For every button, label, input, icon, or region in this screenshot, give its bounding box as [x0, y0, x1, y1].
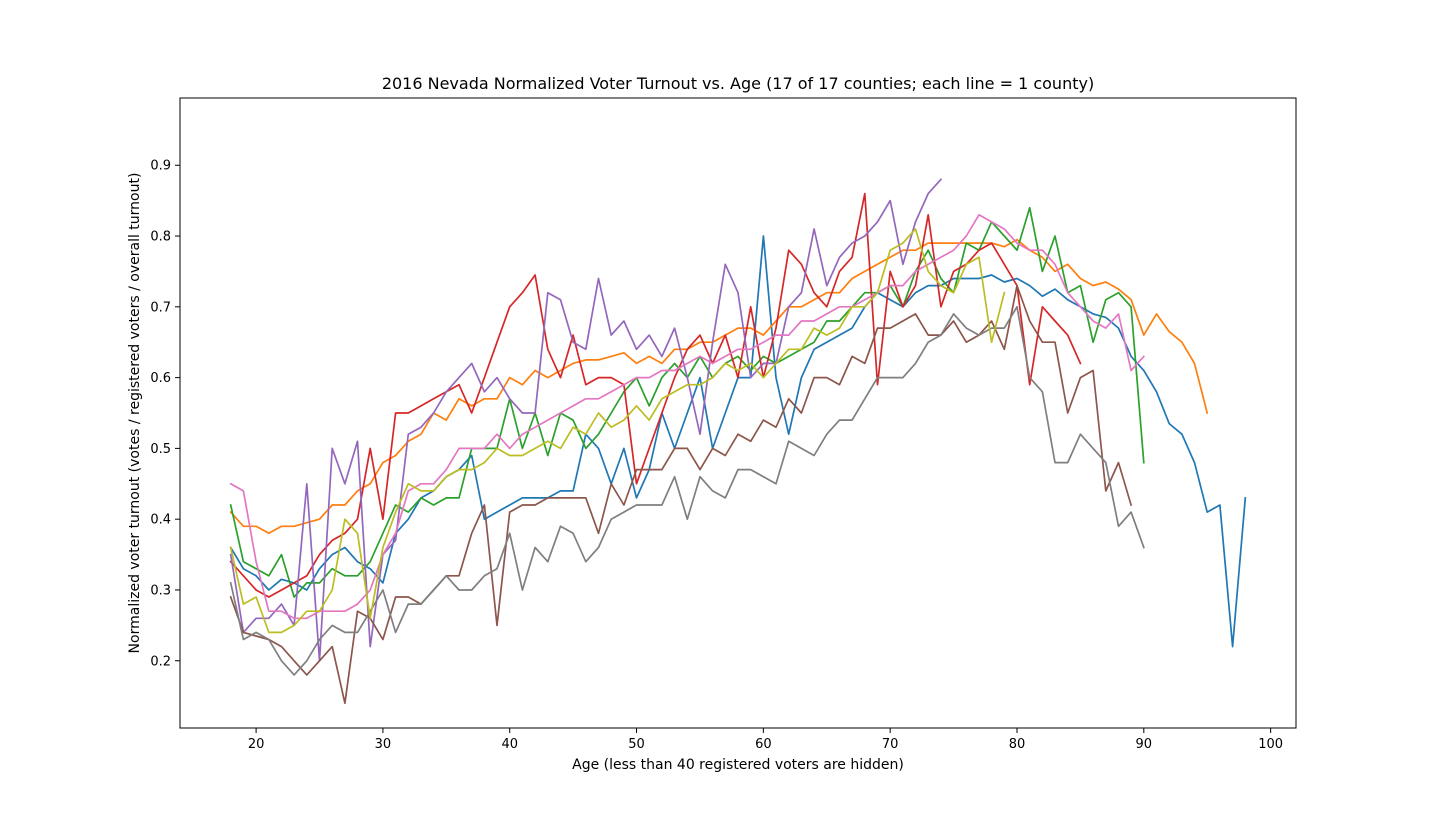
series-line-county-7 — [229, 213, 1146, 620]
y-tick-label: 0.8 — [150, 230, 171, 245]
chart-title: 2016 Nevada Normalized Voter Turnout vs.… — [382, 74, 1094, 93]
series-line-county-4 — [229, 192, 1082, 598]
series-line-county-9 — [229, 228, 1006, 634]
series-line-county-6 — [229, 284, 1133, 705]
x-tick-label: 70 — [882, 737, 899, 752]
series-group — [229, 178, 1247, 705]
x-tick-label: 80 — [1009, 737, 1026, 752]
x-tick-label: 60 — [755, 737, 772, 752]
plot-frame — [179, 97, 1297, 729]
y-tick-label: 0.3 — [150, 583, 171, 598]
x-axis-label: Age (less than 40 registered voters are … — [572, 757, 904, 773]
y-tick-label: 0.7 — [150, 300, 171, 315]
series-line-county-2 — [229, 238, 1209, 535]
x-tick-label: 40 — [501, 737, 518, 752]
series-line-county-8 — [229, 305, 1145, 676]
y-tick-label: 0.5 — [150, 442, 171, 457]
x-tick-label: 100 — [1258, 737, 1283, 752]
y-tick-label: 0.2 — [150, 654, 171, 669]
x-tick-label: 90 — [1136, 737, 1153, 752]
x-tick-label: 50 — [628, 737, 645, 752]
y-tick-label: 0.9 — [150, 159, 171, 174]
x-tick-label: 20 — [248, 737, 265, 752]
y-tick-label: 0.6 — [150, 371, 171, 386]
x-axis: 20 30 40 50 60 70 80 90 100 — [248, 728, 1283, 752]
y-axis-label: Normalized voter turnout (votes / regist… — [127, 173, 143, 654]
y-axis: 0.2 0.3 0.4 0.5 0.6 0.7 0.8 0.9 — [150, 159, 180, 669]
x-tick-label: 30 — [375, 737, 392, 752]
y-tick-label: 0.4 — [150, 513, 171, 528]
series-line-county-5 — [229, 178, 943, 662]
